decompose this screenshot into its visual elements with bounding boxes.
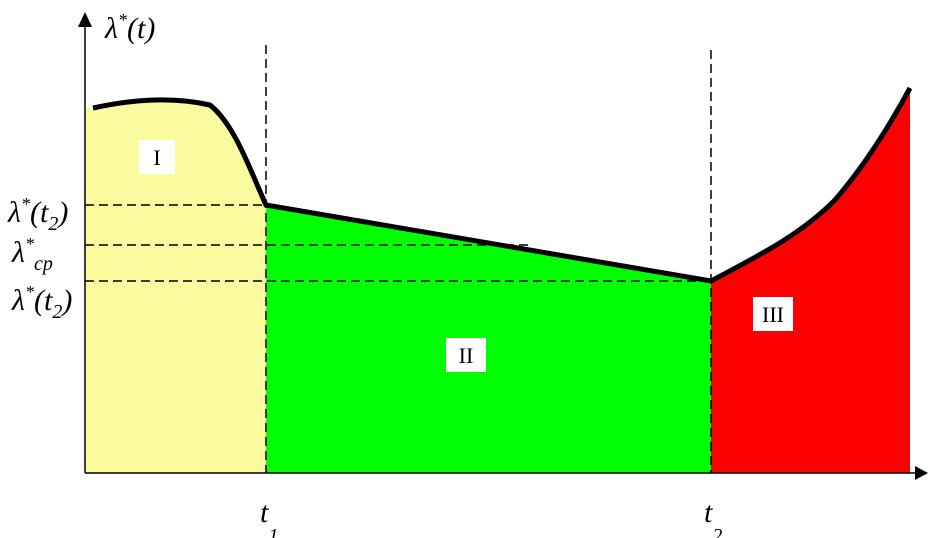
label-base: λ — [104, 12, 118, 45]
label: λ*(t2) — [11, 282, 72, 323]
label-sub: ср — [34, 253, 53, 275]
label-rest: (t — [34, 284, 53, 317]
label: λ*(t) — [104, 10, 155, 45]
label-sub: 1 — [268, 525, 278, 538]
x-arrow — [915, 466, 928, 480]
label: t1 — [260, 496, 278, 538]
region-label: I — [153, 145, 160, 170]
label-base: λ — [11, 236, 25, 269]
label-sup: * — [21, 194, 30, 214]
label-sup: * — [118, 10, 127, 30]
guides — [85, 45, 712, 473]
label-base: λ — [7, 196, 21, 229]
axes — [84, 25, 915, 474]
label-base: λ — [11, 284, 25, 317]
label-sup: * — [25, 282, 34, 302]
label-rest: (t — [30, 196, 49, 229]
region-label: II — [459, 343, 474, 368]
label-base: t — [704, 496, 713, 529]
y-arrow — [78, 12, 92, 27]
label-end: ) — [60, 284, 72, 317]
label-base: t — [260, 496, 269, 529]
label-box — [446, 338, 486, 372]
label: t2 — [704, 496, 722, 538]
label-box — [139, 140, 175, 174]
region-label: III — [762, 302, 784, 327]
label-sub: 2 — [712, 525, 722, 538]
label: λ*ср — [11, 234, 53, 275]
label-sub: 2 — [48, 213, 58, 235]
label-sup: * — [25, 234, 34, 254]
label-end: ) — [56, 196, 68, 229]
label: λ*(t2) — [7, 194, 68, 235]
label-sub: 2 — [52, 301, 62, 323]
label-rest: (t) — [127, 12, 155, 45]
region-ii — [266, 205, 711, 473]
region-iii — [711, 88, 910, 473]
label-box — [753, 297, 793, 331]
region-i — [85, 99, 266, 473]
curve — [92, 86, 913, 284]
